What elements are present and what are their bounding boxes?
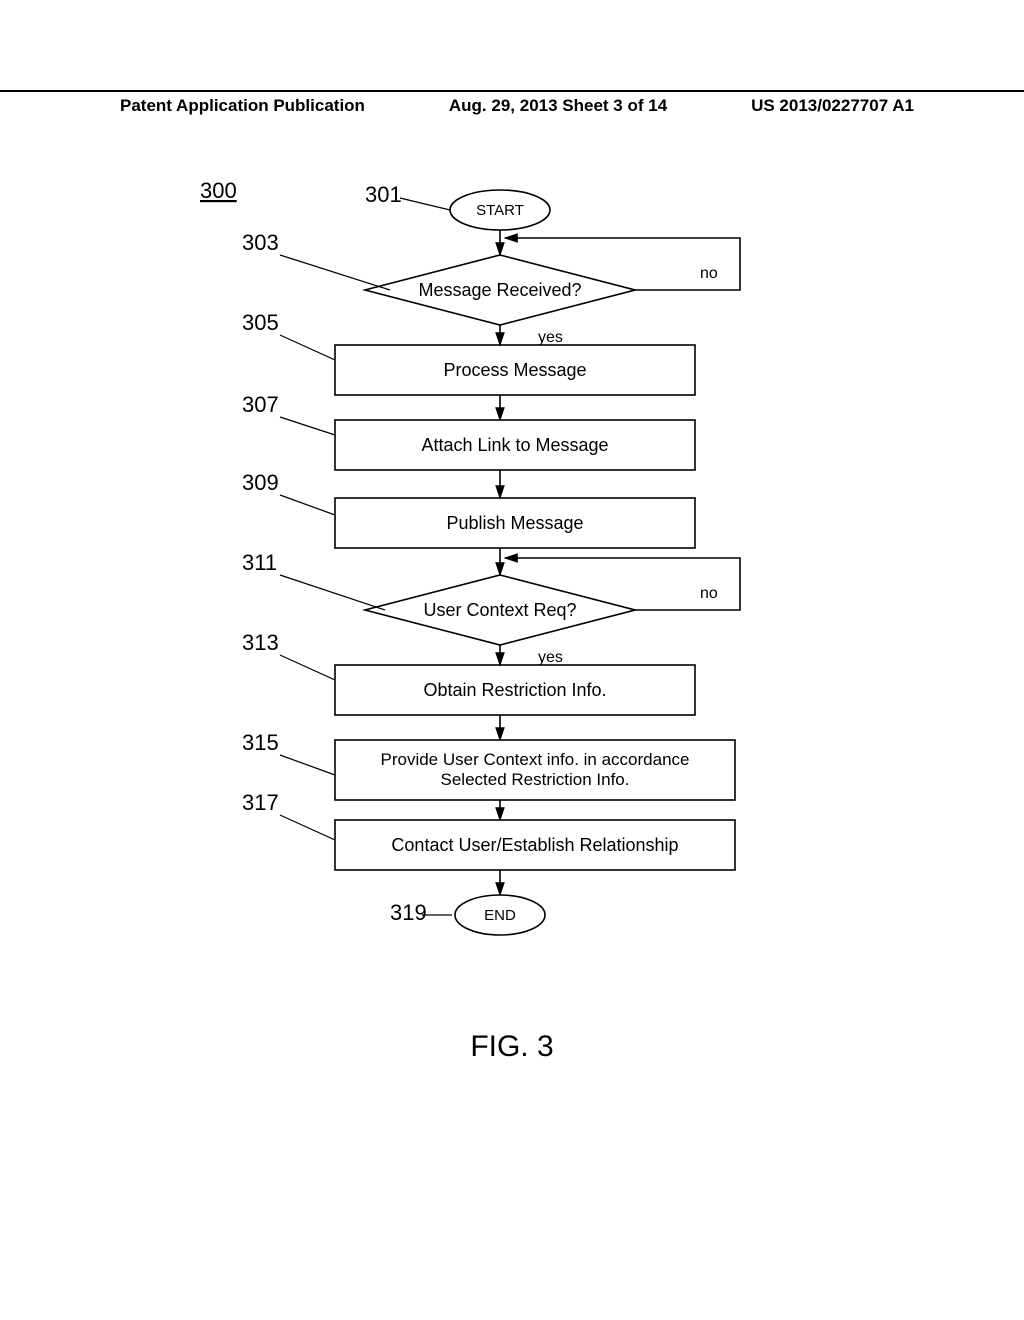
header-right: US 2013/0227707 A1 [751,96,914,116]
header-center: Aug. 29, 2013 Sheet 3 of 14 [449,96,667,116]
ref-label-303: 303 [242,230,279,255]
p3-text: Publish Message [446,513,583,533]
edge-label-10: no [700,585,718,602]
d2-text: User Context Req? [423,600,576,620]
lead-line-2 [280,335,335,360]
lead-line-5 [280,575,385,610]
lead-line-1 [280,255,390,290]
header-left: Patent Application Publication [120,96,365,116]
ref-label-301: 301 [365,182,402,207]
lead-line-3 [280,417,335,435]
flowchart-diagram: START Message Received? Process Message Att… [130,160,890,940]
figure-caption: FIG. 3 [0,1030,1024,1064]
ref-label-309: 309 [242,470,279,495]
p1-text: Process Message [443,360,586,380]
figure-container: START Message Received? Process Message Att… [0,160,1024,945]
ref-label-315: 315 [242,730,279,755]
lead-line-6 [280,655,335,680]
edge-label-5: yes [538,649,563,666]
edge-label-9: no [700,265,718,282]
ref-label-300: 300 [200,178,237,203]
ref-label-317: 317 [242,790,279,815]
ref-label-313: 313 [242,630,279,655]
p2-text: Attach Link to Message [421,435,608,455]
p4-text: Obtain Restriction Info. [423,680,606,700]
lead-line-0 [400,198,450,210]
p5-text-1: Selected Restriction Info. [441,770,630,789]
lead-line-8 [280,815,335,840]
ref-label-311: 311 [242,550,277,575]
p6-text: Contact User/Establish Relationship [391,835,678,855]
lead-line-7 [280,755,335,775]
ref-label-305: 305 [242,310,279,335]
edge-label-1: yes [538,329,563,346]
p5-text-0: Provide User Context info. in accordance [381,750,690,769]
ref-label-307: 307 [242,392,279,417]
ref-label-319: 319 [390,900,427,925]
lead-line-4 [280,495,335,515]
d1-text: Message Received? [418,280,581,300]
page-header: Patent Application Publication Aug. 29, … [0,90,1024,116]
end-text: END [484,907,516,924]
start-text: START [476,202,524,219]
